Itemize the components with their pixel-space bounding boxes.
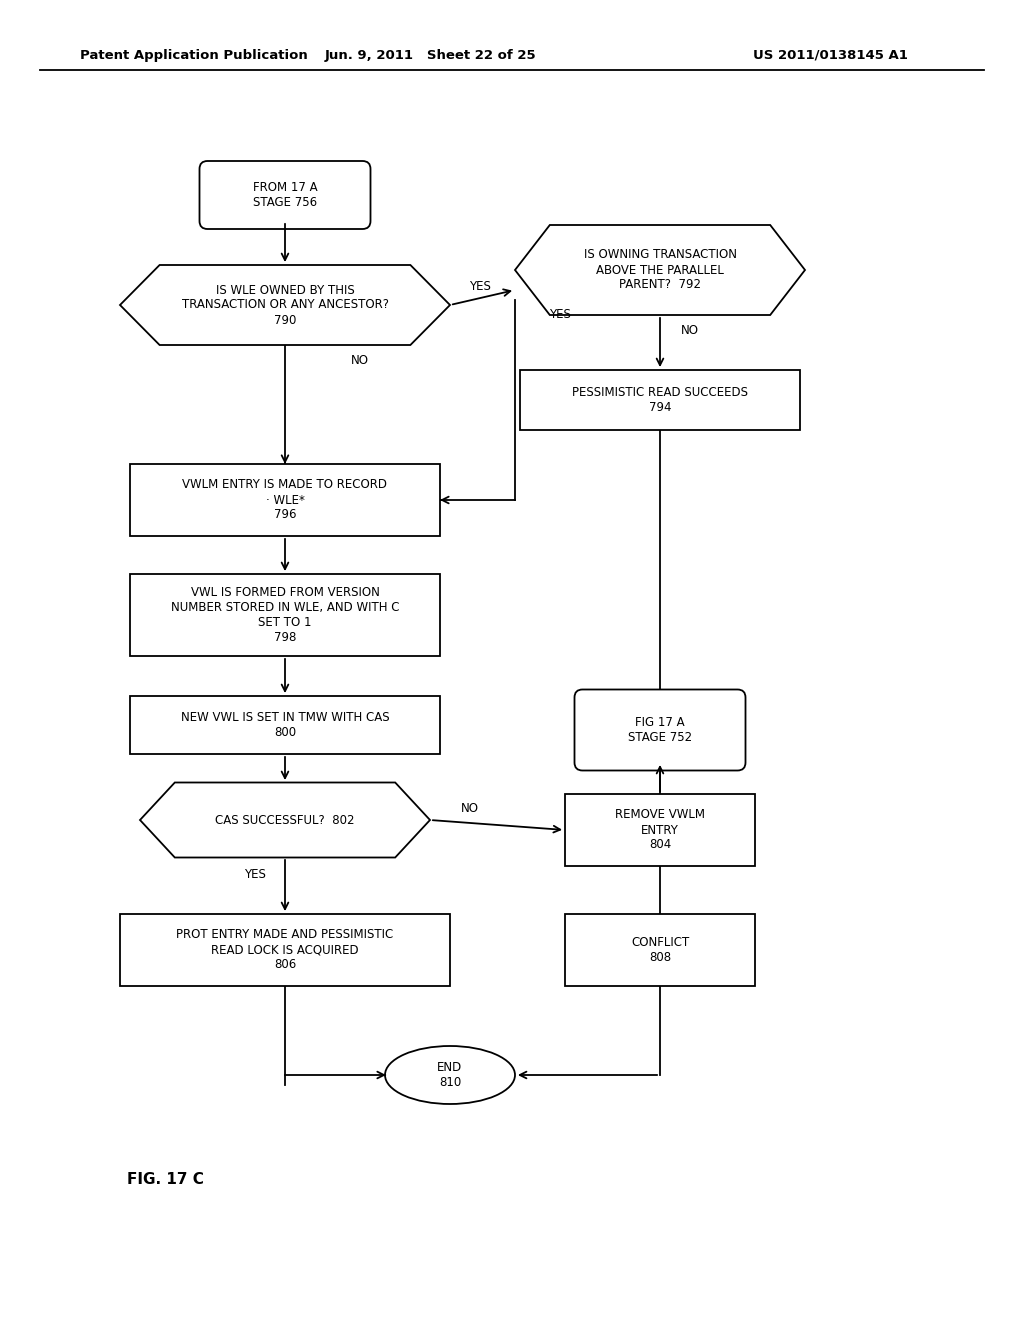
Text: FROM 17 A
STAGE 756: FROM 17 A STAGE 756	[253, 181, 317, 209]
Text: REMOVE VWLM
ENTRY
804: REMOVE VWLM ENTRY 804	[615, 808, 705, 851]
Text: NO: NO	[351, 354, 369, 367]
Text: CONFLICT
808: CONFLICT 808	[631, 936, 689, 964]
Bar	[130, 696, 440, 754]
Text: CAS SUCCESSFUL?  802: CAS SUCCESSFUL? 802	[215, 813, 354, 826]
Text: US 2011/0138145 A1: US 2011/0138145 A1	[753, 49, 907, 62]
Ellipse shape	[385, 1045, 515, 1104]
FancyBboxPatch shape	[200, 161, 371, 228]
Text: VWL IS FORMED FROM VERSION
NUMBER STORED IN WLE, AND WITH C
SET TO 1
798: VWL IS FORMED FROM VERSION NUMBER STORED…	[171, 586, 399, 644]
Bar	[565, 913, 755, 986]
Text: Patent Application Publication: Patent Application Publication	[80, 49, 308, 62]
Text: END
810: END 810	[437, 1061, 463, 1089]
Bar	[520, 370, 800, 430]
Text: NO: NO	[681, 323, 699, 337]
Text: PESSIMISTIC READ SUCCEEDS
794: PESSIMISTIC READ SUCCEEDS 794	[572, 385, 748, 414]
Polygon shape	[515, 224, 805, 315]
Text: Jun. 9, 2011   Sheet 22 of 25: Jun. 9, 2011 Sheet 22 of 25	[325, 49, 536, 62]
Text: NO: NO	[461, 801, 479, 814]
Bar	[120, 913, 450, 986]
Text: PROT ENTRY MADE AND PESSIMISTIC
READ LOCK IS ACQUIRED
806: PROT ENTRY MADE AND PESSIMISTIC READ LOC…	[176, 928, 393, 972]
Text: FIG. 17 C: FIG. 17 C	[127, 1172, 204, 1188]
Text: NEW VWL IS SET IN TMW WITH CAS
800: NEW VWL IS SET IN TMW WITH CAS 800	[180, 711, 389, 739]
Polygon shape	[120, 265, 450, 345]
Text: VWLM ENTRY IS MADE TO RECORD
· WLE*
796: VWLM ENTRY IS MADE TO RECORD · WLE* 796	[182, 479, 387, 521]
Bar	[130, 465, 440, 536]
Text: YES: YES	[549, 309, 571, 322]
Text: IS WLE OWNED BY THIS
TRANSACTION OR ANY ANCESTOR?
790: IS WLE OWNED BY THIS TRANSACTION OR ANY …	[181, 284, 388, 326]
Polygon shape	[140, 783, 430, 858]
Text: IS OWNING TRANSACTION
ABOVE THE PARALLEL
PARENT?  792: IS OWNING TRANSACTION ABOVE THE PARALLEL…	[584, 248, 736, 292]
Bar	[130, 574, 440, 656]
Text: YES: YES	[469, 281, 490, 293]
FancyBboxPatch shape	[574, 689, 745, 771]
Text: YES: YES	[244, 869, 266, 882]
Text: FIG 17 A
STAGE 752: FIG 17 A STAGE 752	[628, 715, 692, 744]
Bar	[565, 795, 755, 866]
